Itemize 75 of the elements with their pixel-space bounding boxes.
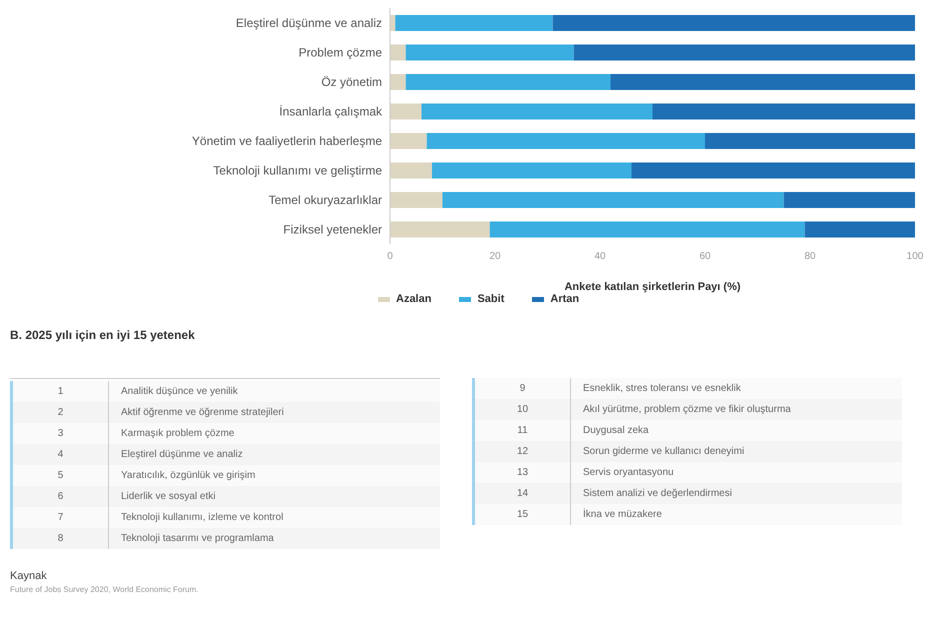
category-label: Karmaşık problem çözme [120,428,234,439]
bar [390,192,442,208]
data-label: 3 [13,423,109,444]
x-tick-label: 100 [906,251,924,262]
text: B. 2025 yılı için en iyi 15 yetenek [10,328,195,342]
y-tick-label: Yönetim ve faaliyetlerin haberleşme [192,134,382,148]
bar [490,222,805,238]
category-label: Eleştirel düşünme ve analiz [120,449,243,460]
bar [574,44,915,60]
y-tick-label: Fiziksel yetenekler [283,222,382,237]
data-label: 5 [13,465,109,486]
y-tick-label: İnsanlarla çalışmak [279,104,383,119]
category-label: Sorun giderme ve kullanıcı deneyimi [582,446,744,457]
category-label: Servis oryantasyonu [582,467,674,478]
category-label: Yaratıcılık, özgünlük ve girişim [120,470,256,481]
bar [705,133,915,149]
bar [390,44,406,60]
category-label: Analitik düşünce ve yenilik [120,386,238,397]
bar [390,222,490,238]
y-tick-label: Öz yönetim [321,75,382,90]
category-label: Teknoloji kullanımı, izleme ve kontrol [120,512,284,523]
bar [784,192,915,208]
bar [390,104,422,120]
data-label: 15 [475,504,571,525]
bar [390,15,396,31]
category-label: Duygusal zeka [582,425,649,436]
bar [432,162,632,178]
x-tick-label: 0 [387,251,394,262]
data-label: 11 [475,420,571,441]
legend-label: Artan [549,293,580,305]
x-axis-title: Ankete katılan şirketlerin Payı (%) [564,281,741,293]
category-label: Aktif öğrenme ve öğrenme stratejileri [120,407,284,418]
x-tick-label: 20 [489,251,501,262]
y-tick-label: Problem çözme [298,46,382,60]
data-label: 14 [475,483,571,504]
data-label: 1 [13,381,109,402]
bar [426,133,705,149]
legend-label: Azalan [395,293,432,305]
data-label: 13 [475,462,571,483]
data-label: 4 [13,444,109,465]
bar [422,104,652,120]
bar [442,192,784,208]
text: Kaynak [10,570,47,582]
text: Future of Jobs Survey 2020, World Economic Forum. [10,585,198,594]
bar [804,222,915,238]
x-tick-label: 60 [699,251,711,262]
category-label: Esneklik, stres toleransı ve esneklik [582,383,741,394]
data-label: 9 [475,378,571,399]
data-label: 10 [475,399,571,420]
category-label: Teknoloji tasarımı ve programlama [120,533,274,544]
y-tick-label: Temel okuryazarlıklar [268,193,382,208]
data-label: 8 [13,528,109,549]
bar [652,104,915,120]
category-label: Liderlik ve sosyal etki [120,491,216,502]
bar [552,15,915,31]
data-label: 12 [475,441,571,462]
bar [632,162,915,178]
bar [406,74,610,90]
category-label: Akıl yürütme, problem çözme ve fikir oluşturma [582,404,791,415]
bar [390,74,406,90]
bar [610,74,915,90]
y-tick-label: Teknoloji kullanımı ve geliştirme [213,164,382,178]
data-label: 6 [13,486,109,507]
bar [395,15,553,31]
x-tick-label: 40 [594,251,606,262]
bar [390,162,432,178]
legend-label: Sabit [476,293,504,305]
data-label: 7 [13,507,109,528]
x-tick-label: 80 [804,251,816,262]
data-label: 2 [13,402,109,423]
bar [406,44,574,60]
category-label: Sistem analizi ve değerlendirmesi [582,488,732,499]
category-label: İkna ve müzakere [582,509,662,520]
y-tick-label: Eleştirel düşünme ve analiz [236,16,382,30]
bar [390,133,427,149]
